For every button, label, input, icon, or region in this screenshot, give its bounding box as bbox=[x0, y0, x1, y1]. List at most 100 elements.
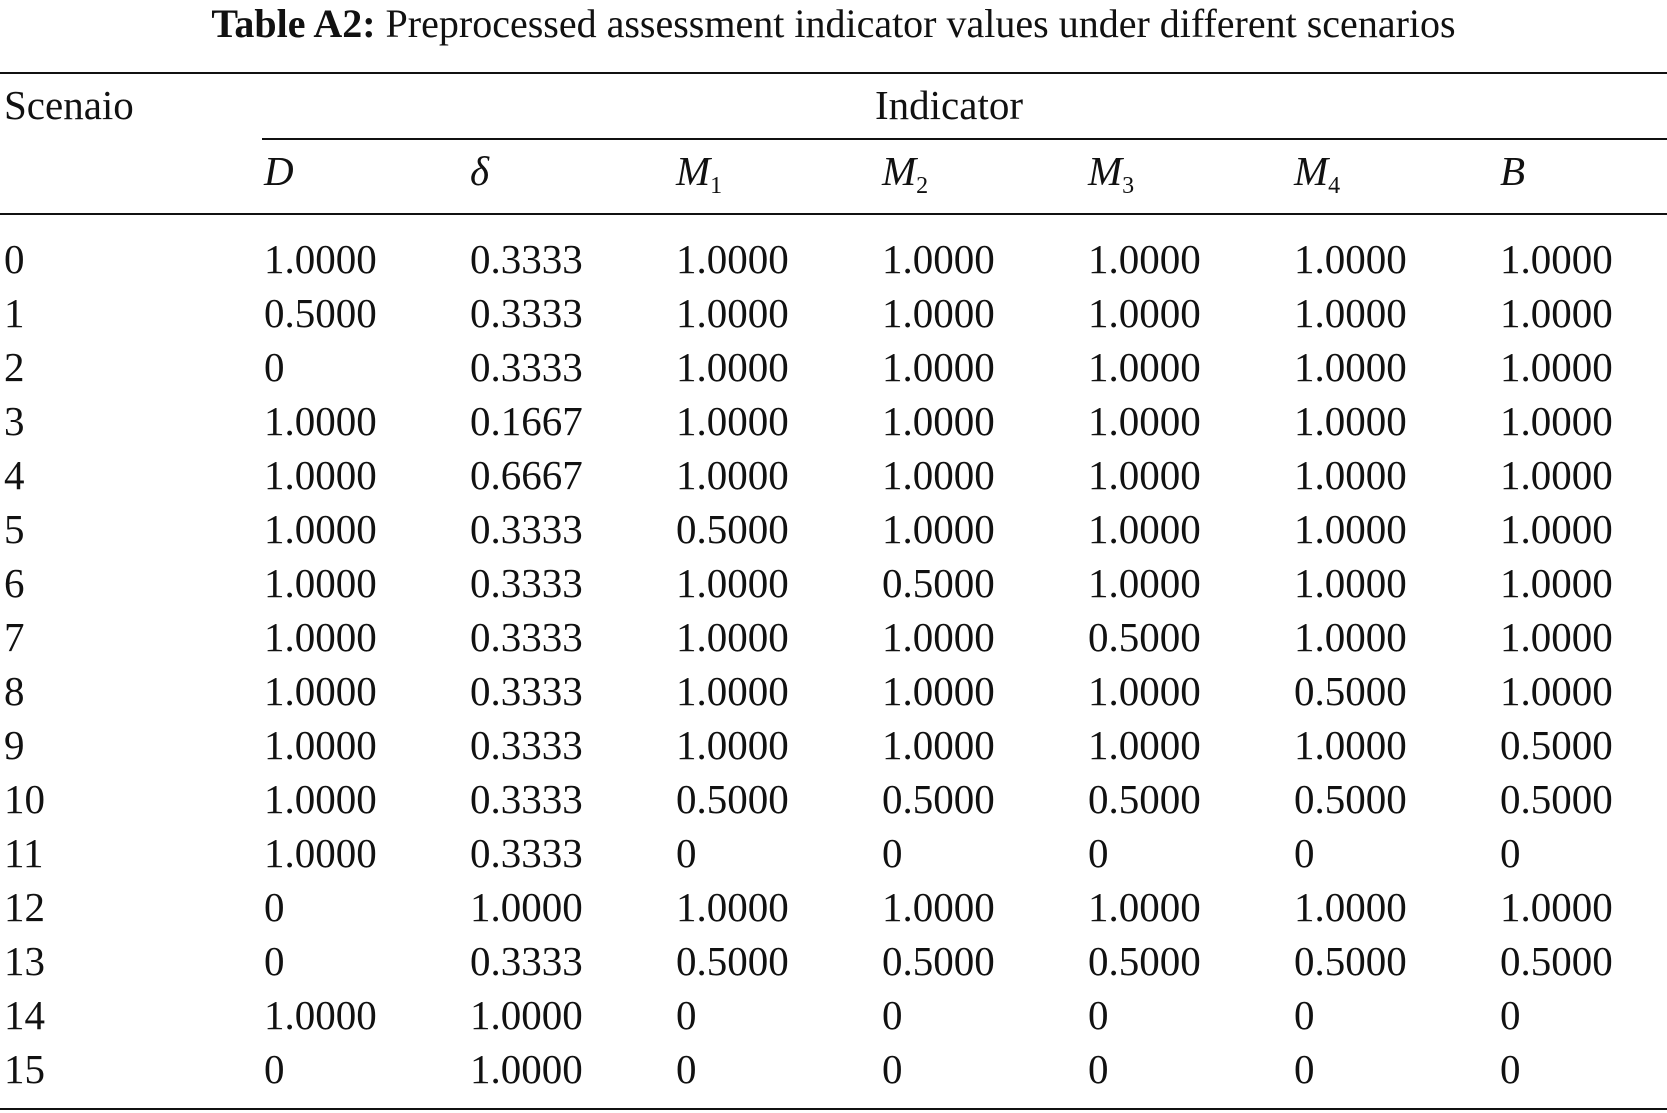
value-cell: 1.0000 bbox=[1088, 452, 1201, 498]
value-cell: 0.5000 bbox=[676, 938, 789, 984]
column-symbol: M bbox=[676, 148, 711, 194]
column-header: M1 bbox=[676, 146, 723, 199]
value-cell: 1.0000 bbox=[882, 236, 995, 282]
scenario-cell: 3 bbox=[4, 398, 25, 444]
scenario-cell: 8 bbox=[4, 668, 25, 714]
scenario-cell: 9 bbox=[4, 722, 25, 768]
row-header: Scenaio bbox=[4, 82, 134, 128]
column-symbol: B bbox=[1500, 148, 1526, 194]
value-cell: 0 bbox=[264, 344, 285, 390]
value-cell: 0 bbox=[264, 884, 285, 930]
table-caption: Table A2: Preprocessed assessment indica… bbox=[0, 0, 1667, 48]
value-cell: 1.0000 bbox=[676, 398, 789, 444]
value-cell: 0 bbox=[882, 992, 903, 1038]
caption-text: Preprocessed assessment indicator values… bbox=[385, 1, 1456, 46]
value-cell: 0.3333 bbox=[470, 776, 583, 822]
value-cell: 1.0000 bbox=[1088, 398, 1201, 444]
value-cell: 1.0000 bbox=[1088, 668, 1201, 714]
value-cell: 1.0000 bbox=[676, 344, 789, 390]
value-cell: 1.0000 bbox=[1294, 236, 1407, 282]
value-cell: 0.5000 bbox=[882, 776, 995, 822]
value-cell: 1.0000 bbox=[1500, 344, 1613, 390]
value-cell: 1.0000 bbox=[1294, 290, 1407, 336]
scenario-cell: 12 bbox=[4, 884, 45, 930]
value-cell: 1.0000 bbox=[1088, 722, 1201, 768]
value-cell: 0 bbox=[264, 938, 285, 984]
value-cell: 1.0000 bbox=[264, 668, 377, 714]
scenario-cell: 13 bbox=[4, 938, 45, 984]
value-cell: 0.5000 bbox=[882, 560, 995, 606]
scenario-cell: 5 bbox=[4, 506, 25, 552]
value-cell: 1.0000 bbox=[882, 290, 995, 336]
value-cell: 1.0000 bbox=[1500, 560, 1613, 606]
value-cell: 0.5000 bbox=[1088, 776, 1201, 822]
value-cell: 0.3333 bbox=[470, 830, 583, 876]
value-cell: 0.1667 bbox=[470, 398, 583, 444]
value-cell: 0.5000 bbox=[676, 506, 789, 552]
value-cell: 0 bbox=[1294, 992, 1315, 1038]
scenario-cell: 6 bbox=[4, 560, 25, 606]
column-subscript: 1 bbox=[710, 173, 723, 199]
column-header: δ bbox=[470, 146, 489, 196]
value-cell: 1.0000 bbox=[264, 560, 377, 606]
value-cell: 0.5000 bbox=[1500, 776, 1613, 822]
value-cell: 1.0000 bbox=[264, 722, 377, 768]
value-cell: 1.0000 bbox=[882, 884, 995, 930]
value-cell: 1.0000 bbox=[1294, 560, 1407, 606]
value-cell: 0.5000 bbox=[1088, 614, 1201, 660]
column-subscript: 2 bbox=[916, 173, 929, 199]
value-cell: 1.0000 bbox=[882, 452, 995, 498]
value-cell: 0.5000 bbox=[1294, 776, 1407, 822]
value-cell: 0 bbox=[882, 1046, 903, 1092]
value-cell: 0 bbox=[676, 830, 697, 876]
value-cell: 1.0000 bbox=[264, 506, 377, 552]
column-symbol: M bbox=[1294, 148, 1329, 194]
column-header: B bbox=[1500, 146, 1525, 196]
value-cell: 1.0000 bbox=[1500, 614, 1613, 660]
value-cell: 1.0000 bbox=[676, 452, 789, 498]
column-header: M2 bbox=[882, 146, 929, 199]
column-symbol: M bbox=[1088, 148, 1123, 194]
value-cell: 1.0000 bbox=[676, 614, 789, 660]
value-cell: 1.0000 bbox=[676, 290, 789, 336]
value-cell: 0.5000 bbox=[676, 776, 789, 822]
value-cell: 1.0000 bbox=[1500, 290, 1613, 336]
value-cell: 1.0000 bbox=[264, 236, 377, 282]
value-cell: 0.3333 bbox=[470, 938, 583, 984]
value-cell: 1.0000 bbox=[1088, 506, 1201, 552]
value-cell: 1.0000 bbox=[676, 722, 789, 768]
value-cell: 1.0000 bbox=[1500, 668, 1613, 714]
value-cell: 1.0000 bbox=[264, 614, 377, 660]
value-cell: 1.0000 bbox=[1500, 506, 1613, 552]
value-cell: 1.0000 bbox=[264, 992, 377, 1038]
scenario-cell: 15 bbox=[4, 1046, 45, 1092]
value-cell: 0 bbox=[1088, 830, 1109, 876]
value-cell: 0 bbox=[1294, 1046, 1315, 1092]
value-cell: 0.6667 bbox=[470, 452, 583, 498]
value-cell: 0.3333 bbox=[470, 506, 583, 552]
value-cell: 1.0000 bbox=[882, 344, 995, 390]
value-cell: 1.0000 bbox=[882, 506, 995, 552]
value-cell: 1.0000 bbox=[1294, 722, 1407, 768]
scenario-cell: 0 bbox=[4, 236, 25, 282]
scenario-cell: 4 bbox=[4, 452, 25, 498]
column-symbol: M bbox=[882, 148, 917, 194]
column-subscript: 3 bbox=[1122, 173, 1135, 199]
value-cell: 0.3333 bbox=[470, 614, 583, 660]
value-cell: 1.0000 bbox=[264, 452, 377, 498]
column-symbol: δ bbox=[470, 148, 490, 194]
value-cell: 1.0000 bbox=[1500, 398, 1613, 444]
value-cell: 1.0000 bbox=[264, 830, 377, 876]
value-cell: 1.0000 bbox=[1088, 236, 1201, 282]
value-cell: 0 bbox=[882, 830, 903, 876]
column-header: M3 bbox=[1088, 146, 1135, 199]
value-cell: 0 bbox=[1088, 1046, 1109, 1092]
bottom-rule bbox=[0, 1108, 1667, 1110]
value-cell: 0.3333 bbox=[470, 290, 583, 336]
group-header: Indicator bbox=[875, 82, 1023, 128]
caption-label: Table A2: bbox=[211, 1, 376, 46]
value-cell: 1.0000 bbox=[882, 614, 995, 660]
value-cell: 0 bbox=[1294, 830, 1315, 876]
value-cell: 1.0000 bbox=[1088, 560, 1201, 606]
value-cell: 1.0000 bbox=[1294, 614, 1407, 660]
